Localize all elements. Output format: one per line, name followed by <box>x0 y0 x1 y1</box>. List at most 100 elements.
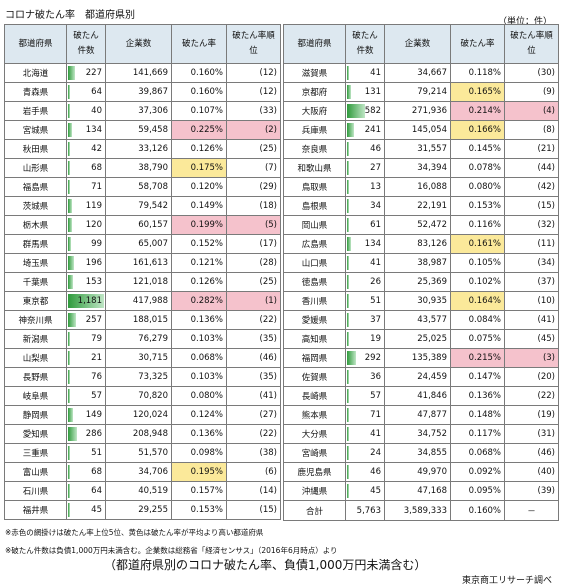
prefecture-cell: 宮城県 <box>4 120 67 140</box>
rate-cell: 0.124% <box>171 405 227 425</box>
rate-cell: 0.107% <box>171 101 227 121</box>
company-count-cell: 30,935 <box>384 291 451 311</box>
bankruptcy-count-cell: 241 <box>345 120 385 140</box>
count-bar <box>347 123 355 137</box>
table-row: 徳島県 26 25,369 0.102% (37) <box>283 272 559 292</box>
table-row: 岐阜県 57 70,820 0.080% (41) <box>4 386 281 406</box>
company-count-cell: 22,191 <box>384 196 451 216</box>
header-rate: 破たん率 <box>171 24 227 64</box>
table-row: 滋賀県 41 34,667 0.118% (30) <box>283 63 559 83</box>
rank-cell: (44) <box>504 158 559 178</box>
count-bar <box>68 370 71 384</box>
rate-cell: 0.282% <box>171 291 227 311</box>
count-bar <box>347 465 349 479</box>
table-row: 長野県 76 73,325 0.103% (35) <box>4 367 281 387</box>
prefecture-cell: 京都府 <box>283 82 346 102</box>
bankruptcy-count-cell: 57 <box>66 386 106 406</box>
rank-cell: (33) <box>226 101 281 121</box>
bankruptcy-count-cell: 19 <box>345 329 385 349</box>
bankruptcy-count-cell: 36 <box>345 367 385 387</box>
prefecture-cell: 岐阜県 <box>4 386 67 406</box>
count-bar <box>347 142 349 156</box>
prefecture-cell: 熊本県 <box>283 405 346 425</box>
rank-cell: (22) <box>226 310 281 330</box>
count-bar <box>68 123 73 137</box>
company-count-cell: 47,168 <box>384 481 451 501</box>
company-count-cell: 52,472 <box>384 215 451 235</box>
total-label: 合計 <box>283 500 346 521</box>
count-bar <box>68 427 77 441</box>
company-count-cell: 34,667 <box>384 63 451 83</box>
bankruptcy-count-cell: 99 <box>66 234 106 254</box>
total-rate: 0.160% <box>450 500 505 521</box>
count-bar <box>347 389 349 403</box>
table-row: 鹿児島県 46 49,970 0.092% (40) <box>283 462 559 482</box>
rate-cell: 0.120% <box>171 177 227 197</box>
bankruptcy-count-cell: 45 <box>66 500 106 520</box>
rate-cell: 0.103% <box>171 329 227 349</box>
bankruptcy-count-cell: 42 <box>66 139 106 159</box>
rate-cell: 0.165% <box>450 82 505 102</box>
right-table: 都道府県 破たん件数 企業数 破たん率 破たん率順位 滋賀県 41 34,667 0.… <box>283 24 559 521</box>
rank-cell: (14) <box>226 481 281 501</box>
prefecture-cell: 大阪府 <box>283 101 346 121</box>
rate-cell: 0.166% <box>450 120 505 140</box>
table-row: 広島県 134 83,126 0.161% (11) <box>283 234 559 254</box>
table-row: 静岡県 149 120,024 0.124% (27) <box>4 405 281 425</box>
company-count-cell: 120,024 <box>105 405 172 425</box>
bankruptcy-count-cell: 196 <box>66 253 106 273</box>
company-count-cell: 34,752 <box>384 424 451 444</box>
count-bar <box>68 66 75 80</box>
prefecture-cell: 山口県 <box>283 253 346 273</box>
rate-cell: 0.145% <box>450 139 505 159</box>
bankruptcy-count-cell: 51 <box>66 443 106 463</box>
company-count-cell: 39,867 <box>105 82 172 102</box>
count-bar <box>68 408 73 422</box>
table-row: 東京都 1,181 417,988 0.282% (1) <box>4 291 281 311</box>
company-count-cell: 141,669 <box>105 63 172 83</box>
rank-cell: (7) <box>226 158 281 178</box>
table-row: 石川県 64 40,519 0.157% (14) <box>4 481 281 501</box>
rate-cell: 0.068% <box>450 443 505 463</box>
count-bar <box>68 256 74 270</box>
table-row: 長崎県 57 41,846 0.136% (22) <box>283 386 559 406</box>
prefecture-cell: 秋田県 <box>4 139 67 159</box>
prefecture-cell: 栃木県 <box>4 215 67 235</box>
count-bar <box>68 351 70 365</box>
rate-cell: 0.147% <box>450 367 505 387</box>
rank-cell: (12) <box>226 82 281 102</box>
rank-cell: (1) <box>226 291 281 311</box>
company-count-cell: 38,987 <box>384 253 451 273</box>
prefecture-cell: 宮崎県 <box>283 443 346 463</box>
prefecture-cell: 滋賀県 <box>283 63 346 83</box>
rate-cell: 0.136% <box>171 424 227 444</box>
prefecture-cell: 岡山県 <box>283 215 346 235</box>
table-row: 栃木県 120 60,157 0.199% (5) <box>4 215 281 235</box>
count-bar <box>347 313 349 327</box>
rate-cell: 0.103% <box>171 367 227 387</box>
bankruptcy-count-cell: 51 <box>345 291 385 311</box>
rank-cell: (35) <box>226 367 281 387</box>
count-bar <box>68 332 71 346</box>
count-bar <box>68 161 71 175</box>
bankruptcy-count-cell: 119 <box>66 196 106 216</box>
rate-cell: 0.136% <box>171 310 227 330</box>
company-count-cell: 34,394 <box>384 158 451 178</box>
bankruptcy-count-cell: 45 <box>345 481 385 501</box>
rank-cell: (5) <box>226 215 281 235</box>
table-row: 岩手県 40 37,306 0.107% (33) <box>4 101 281 121</box>
bankruptcy-count-cell: 131 <box>345 82 385 102</box>
table-row: 千葉県 153 121,018 0.126% (25) <box>4 272 281 292</box>
table-row: 鳥取県 13 16,088 0.080% (42) <box>283 177 559 197</box>
company-count-cell: 188,015 <box>105 310 172 330</box>
rank-cell: (34) <box>504 253 559 273</box>
count-bar <box>347 370 349 384</box>
note-source: ※破たん件数は負債1,000万円未満含む。企業数は総務省「経済センサス」（201… <box>5 546 338 555</box>
rank-cell: (15) <box>504 196 559 216</box>
count-bar <box>68 465 71 479</box>
prefecture-cell: 長野県 <box>4 367 67 387</box>
table-row: 埼玉県 196 161,613 0.121% (28) <box>4 253 281 273</box>
company-count-cell: 34,855 <box>384 443 451 463</box>
company-count-cell: 41,846 <box>384 386 451 406</box>
prefecture-cell: 佐賀県 <box>283 367 346 387</box>
